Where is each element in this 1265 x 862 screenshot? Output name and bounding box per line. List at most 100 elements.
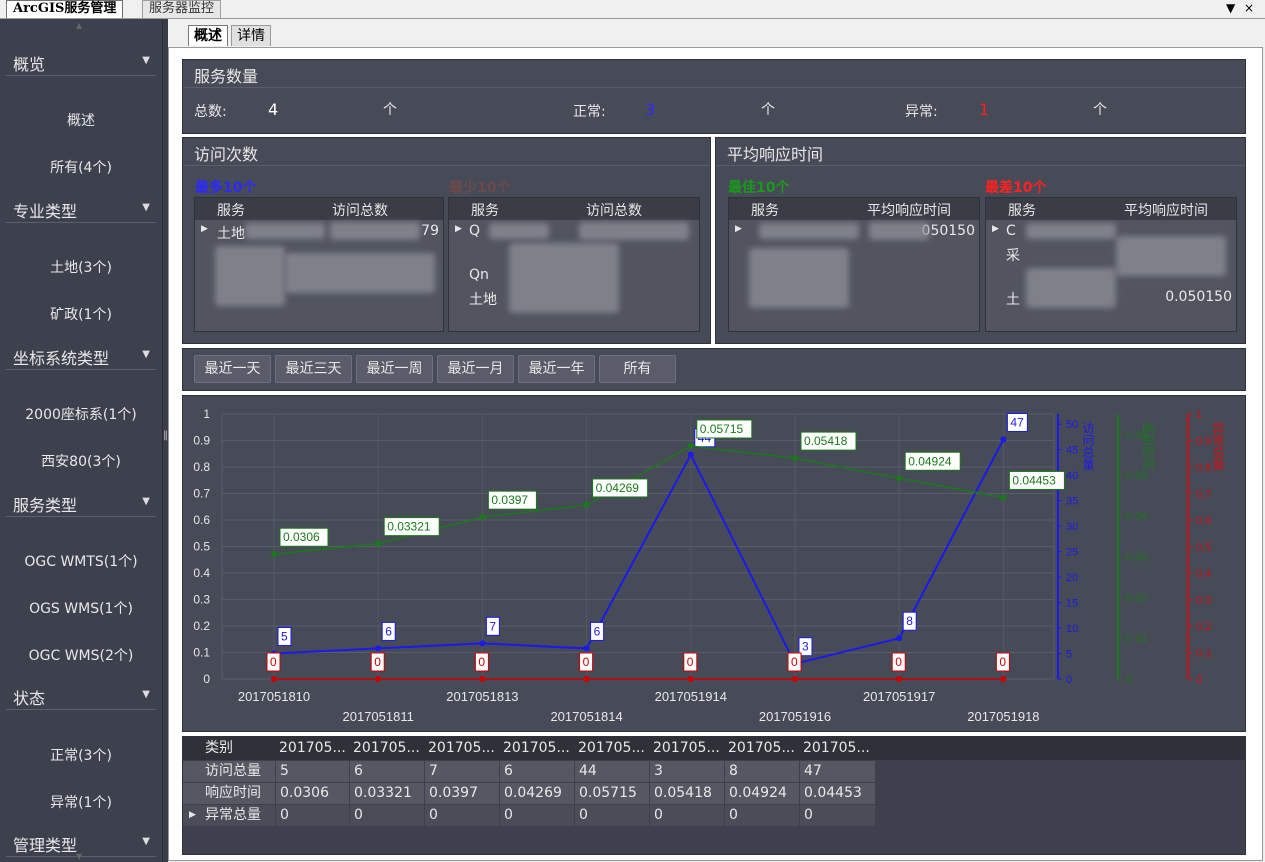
window-menu-icon[interactable]: ▼ xyxy=(1226,1,1236,15)
axis-tick-label: 25 xyxy=(1066,547,1078,559)
scroll-up-icon[interactable]: ▲ xyxy=(76,21,83,30)
table-row[interactable]: 土 0.050150 xyxy=(986,287,1236,309)
table-cell[interactable]: 0 xyxy=(275,805,349,826)
data-label-box xyxy=(266,652,281,672)
splitter-handle[interactable]: ‖ xyxy=(163,430,168,441)
tab-server-monitor[interactable]: 服务器监控 xyxy=(142,0,222,18)
sidebar-item-ogs-wms[interactable]: OGS WMS(1个) xyxy=(29,601,133,617)
best-response-heading: 最佳10个 xyxy=(728,180,790,196)
col-header-category[interactable]: 类别 xyxy=(205,740,233,756)
table-row[interactable]: 采 xyxy=(986,243,1236,265)
table-cell[interactable]: 0.05715 xyxy=(574,783,649,804)
sidebar-item-overview[interactable]: 概述 xyxy=(67,113,95,129)
scroll-down-icon[interactable]: ▼ xyxy=(76,852,83,861)
sidebar-item-mining[interactable]: 矿政(1个) xyxy=(50,307,112,323)
table-cell[interactable]: 0.05418 xyxy=(649,783,724,804)
tab-details[interactable]: 详情 xyxy=(231,25,271,46)
table-cell[interactable]: 47 xyxy=(799,761,874,782)
table-cell[interactable]: 0 xyxy=(574,805,649,826)
tab-overview[interactable]: 概述 xyxy=(188,25,228,46)
table-cell[interactable]: 0.03321 xyxy=(349,783,424,804)
table-header: 类别 201705... 201705... 201705... 201705... 20… xyxy=(183,737,1245,760)
sidebar-item-xian80[interactable]: 西安80(3个) xyxy=(41,454,121,470)
series-line-right1 xyxy=(273,439,1005,665)
sidebar-group-specialty[interactable]: 专业类型 ▼ xyxy=(6,196,156,223)
table-cell[interactable]: 3 xyxy=(649,761,724,782)
range-last-year-button[interactable]: 最近一年 xyxy=(518,355,595,383)
data-label: 0.03321 xyxy=(387,520,431,534)
range-last-week-button[interactable]: 最近一周 xyxy=(356,355,433,383)
table-cell[interactable]: 0 xyxy=(349,805,424,826)
data-point xyxy=(375,676,382,682)
data-label-box xyxy=(383,517,440,537)
table-cell[interactable]: 0.04269 xyxy=(499,783,574,804)
table-row[interactable] xyxy=(183,805,875,827)
sidebar-group-status[interactable]: 状态 ▼ xyxy=(6,683,156,710)
table-row[interactable] xyxy=(183,761,875,783)
main-area: 概述 详情 服务数量 总数: 4 个 正常: 3 个 异常: 1 个 访问次数 … xyxy=(168,19,1265,862)
sidebar-item-ogc-wms[interactable]: OGC WMS(2个) xyxy=(28,648,134,664)
table-cell[interactable]: 0 xyxy=(799,805,874,826)
axis-tick-label: 0.1 xyxy=(1196,648,1211,660)
col-header-date[interactable]: 201705... xyxy=(728,740,795,756)
table-cell[interactable]: 0 xyxy=(424,805,499,826)
col-header-date[interactable]: 201705... xyxy=(428,740,495,756)
sidebar-group-management[interactable]: 管理类型 ▼ xyxy=(6,830,156,857)
axis-tick-label: 0.01 xyxy=(1126,633,1147,645)
table-cell[interactable]: 0 xyxy=(724,805,799,826)
range-all-button[interactable]: 所有 xyxy=(599,355,676,383)
table-cell[interactable]: 0 xyxy=(649,805,724,826)
table-row[interactable]: Qn xyxy=(449,265,699,287)
close-icon[interactable]: × xyxy=(1244,1,1255,15)
table-row[interactable] xyxy=(183,783,875,805)
table-cell[interactable]: 0 xyxy=(499,805,574,826)
col-header-date[interactable]: 201705... xyxy=(503,740,570,756)
col-header-date[interactable]: 201705... xyxy=(803,740,870,756)
sidebar-item-all[interactable]: 所有(4个) xyxy=(50,160,112,176)
y-tick-label: 0.3 xyxy=(193,593,210,607)
table-row[interactable]: ▶ 土地 79 xyxy=(195,221,443,243)
series-line-right2 xyxy=(273,445,1004,555)
table-cell[interactable]: 5 xyxy=(275,761,349,782)
range-last-day-button[interactable]: 最近一天 xyxy=(194,355,271,383)
data-point xyxy=(792,676,798,682)
sidebar-item-abnormal[interactable]: 异常(1个) xyxy=(50,795,112,811)
tab-arcgis-service-management[interactable]: ArcGIS服务管理 xyxy=(6,0,124,18)
service-count-panel: 服务数量 总数: 4 个 正常: 3 个 异常: 1 个 xyxy=(182,59,1246,134)
range-last-month-button[interactable]: 最近一月 xyxy=(437,355,514,383)
row-label: 异常总量 xyxy=(205,807,261,823)
table-cell[interactable]: 6 xyxy=(499,761,574,782)
axis-tick-label: 35 xyxy=(1066,496,1078,508)
col-header-date[interactable]: 201705... xyxy=(353,740,420,756)
sidebar-item-cgcs2000[interactable]: 2000座标系(1个) xyxy=(25,407,137,423)
table-cell[interactable]: 6 xyxy=(349,761,424,782)
service-name: 土地 xyxy=(469,292,497,308)
data-label-box xyxy=(579,652,594,672)
table-cell[interactable]: 0.04924 xyxy=(724,783,799,804)
sidebar-item-ogc-wmts[interactable]: OGC WMTS(1个) xyxy=(24,554,138,570)
sidebar-group-overview[interactable]: 概览 ▼ xyxy=(6,49,156,76)
chevron-down-icon: ▼ xyxy=(142,689,150,700)
row-pointer-icon: ▶ xyxy=(735,224,742,234)
sidebar-group-coord-system[interactable]: 坐标系统类型 ▼ xyxy=(6,343,156,370)
table-cell[interactable]: 0.04453 xyxy=(799,783,874,804)
sidebar-item-land[interactable]: 土地(3个) xyxy=(50,260,112,276)
table-row[interactable]: ▶ C xyxy=(986,221,1236,243)
table-cell[interactable]: 0.0397 xyxy=(424,783,499,804)
table-cell[interactable]: 8 xyxy=(724,761,799,782)
col-header-date[interactable]: 201705... xyxy=(653,740,720,756)
col-header-date[interactable]: 201705... xyxy=(578,740,645,756)
data-label-box xyxy=(891,652,906,672)
sidebar-group-service-type[interactable]: 服务类型 ▼ xyxy=(6,490,156,517)
data-label: 47 xyxy=(1010,415,1024,429)
table-row[interactable]: 土地 xyxy=(449,287,699,309)
table-cell[interactable]: 0.0306 xyxy=(275,783,349,804)
col-header-date[interactable]: 201705... xyxy=(279,740,346,756)
sidebar-item-normal[interactable]: 正常(3个) xyxy=(50,748,112,764)
table-cell[interactable]: 7 xyxy=(424,761,499,782)
least-visits-table: 服务 访问总数 ▶ Q Qn 土地 xyxy=(448,197,700,332)
range-last-three-days-button[interactable]: 最近三天 xyxy=(275,355,352,383)
table-row[interactable]: ▶ 050150 xyxy=(729,221,979,243)
table-row[interactable]: ▶ Q xyxy=(449,221,699,243)
table-cell[interactable]: 44 xyxy=(574,761,649,782)
